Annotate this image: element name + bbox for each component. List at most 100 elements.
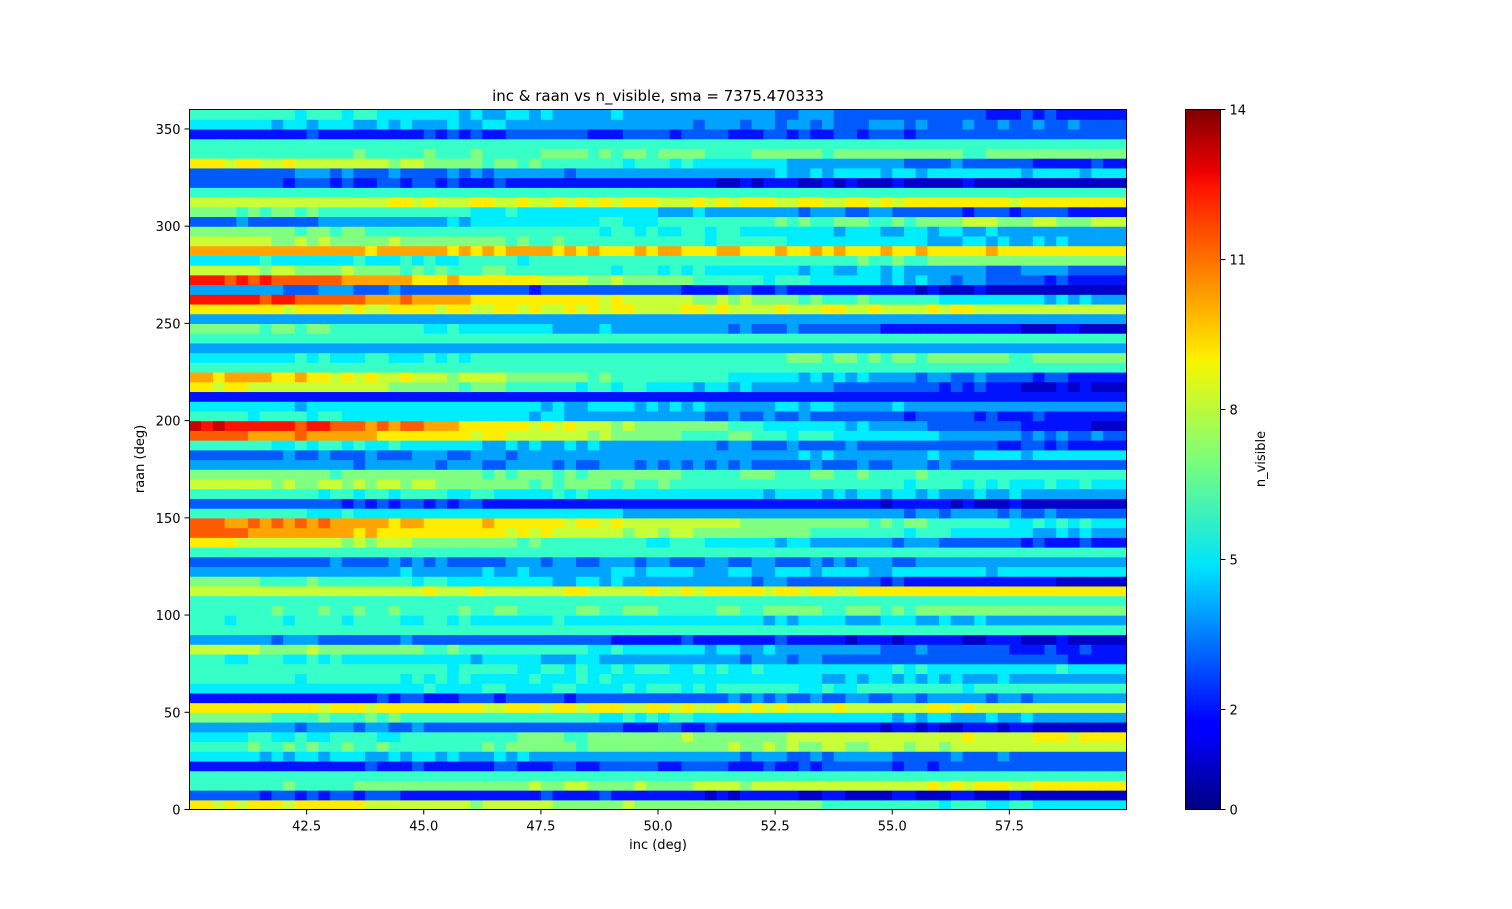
heatmap-cell (1091, 235, 1104, 247)
heatmap-cell (775, 576, 788, 587)
heatmap-cell (306, 751, 319, 762)
heatmap-cell (576, 517, 589, 529)
heatmap-cell (658, 333, 671, 344)
heatmap-cell (458, 566, 472, 577)
heatmap-cell (634, 673, 647, 684)
heatmap-cell (294, 226, 308, 237)
heatmap-cell (376, 372, 390, 383)
heatmap-cell (259, 663, 273, 674)
heatmap-cell (728, 362, 741, 373)
heatmap-cell (341, 615, 355, 626)
heatmap-cell (294, 537, 308, 548)
heatmap-cell (564, 644, 577, 655)
heatmap-cell (962, 313, 975, 324)
heatmap-cell (470, 517, 483, 529)
heatmap-cell (1009, 722, 1022, 733)
heatmap-cell (423, 751, 437, 762)
heatmap-cell (1103, 274, 1116, 286)
heatmap-cell (962, 731, 975, 743)
heatmap-cell (1091, 751, 1104, 762)
heatmap-cell (271, 566, 284, 577)
heatmap-cell (447, 206, 460, 218)
heatmap-cell (376, 595, 390, 606)
heatmap-cell (974, 663, 987, 674)
heatmap-cell (353, 226, 366, 237)
heatmap-cell (306, 488, 319, 499)
heatmap-cell (681, 372, 694, 383)
heatmap-cell (950, 741, 964, 752)
heatmap-cell (997, 274, 1010, 286)
heatmap-cell (622, 692, 636, 704)
heatmap-cell (716, 731, 729, 743)
heatmap-cell (751, 566, 765, 577)
heatmap-cell (1009, 741, 1022, 752)
heatmap-cell (903, 303, 917, 315)
heatmap-cell (435, 303, 448, 315)
heatmap-cell (1044, 303, 1057, 315)
heatmap-cell (775, 206, 788, 218)
heatmap-cell (611, 692, 624, 704)
heatmap-cell (564, 381, 577, 393)
heatmap-cell (576, 342, 589, 354)
heatmap-cell (587, 216, 601, 227)
heatmap-cell (341, 206, 355, 218)
heatmap-cell (517, 294, 530, 305)
heatmap-cell (529, 653, 542, 665)
heatmap-cell (1079, 673, 1092, 684)
heatmap-cell (529, 226, 542, 237)
heatmap-cell (950, 644, 964, 655)
heatmap-cell (435, 799, 448, 811)
heatmap-cell (212, 274, 226, 286)
heatmap-cell (669, 206, 683, 218)
heatmap-cell (927, 216, 940, 227)
heatmap-cell (1079, 576, 1092, 587)
heatmap-cell (728, 235, 741, 247)
heatmap-cell (482, 527, 495, 538)
heatmap-cell (552, 265, 565, 276)
heatmap-cell (201, 556, 214, 568)
heatmap-cell (236, 401, 249, 412)
heatmap-cell (341, 381, 355, 393)
heatmap-cell (435, 245, 448, 256)
heatmap-cell (786, 712, 800, 723)
heatmap-cell (658, 663, 671, 674)
heatmap-cell (412, 702, 425, 713)
heatmap-cell (271, 303, 284, 315)
heatmap-cell (1032, 731, 1046, 743)
heatmap-cell (1067, 420, 1081, 431)
heatmap-cell (997, 206, 1010, 218)
heatmap-cell (224, 605, 237, 616)
heatmap-cell (1114, 294, 1128, 305)
heatmap-cell (751, 731, 765, 743)
heatmap-cell (306, 576, 319, 587)
heatmap-cell (1044, 547, 1057, 558)
heatmap-cell (447, 265, 460, 276)
heatmap-cell (892, 284, 905, 295)
heatmap-cell (458, 624, 472, 636)
heatmap-cell (880, 644, 893, 655)
heatmap-cell (447, 663, 460, 674)
heatmap-cell (622, 537, 636, 548)
heatmap-cell (447, 323, 460, 334)
heatmap-cell (939, 372, 952, 383)
heatmap-cell (845, 712, 858, 723)
heatmap-cell (388, 508, 401, 519)
heatmap-cell (892, 760, 905, 772)
heatmap-cell (1032, 556, 1046, 568)
heatmap-cell (681, 595, 694, 606)
heatmap-cell (1021, 692, 1034, 704)
heatmap-cell (798, 547, 811, 558)
heatmap-cell (505, 508, 519, 519)
heatmap-cell (494, 284, 507, 295)
heatmap-cell (775, 420, 788, 431)
heatmap-cell (927, 615, 940, 626)
heatmap-cell (458, 284, 472, 295)
heatmap-cell (1091, 216, 1104, 227)
heatmap-cell (892, 634, 905, 645)
heatmap-cell (892, 294, 905, 305)
heatmap-cell (681, 440, 694, 451)
heatmap-cell (810, 323, 823, 334)
heatmap-cell (927, 274, 940, 286)
heatmap-cell (927, 741, 940, 752)
heatmap-cell (798, 780, 811, 791)
